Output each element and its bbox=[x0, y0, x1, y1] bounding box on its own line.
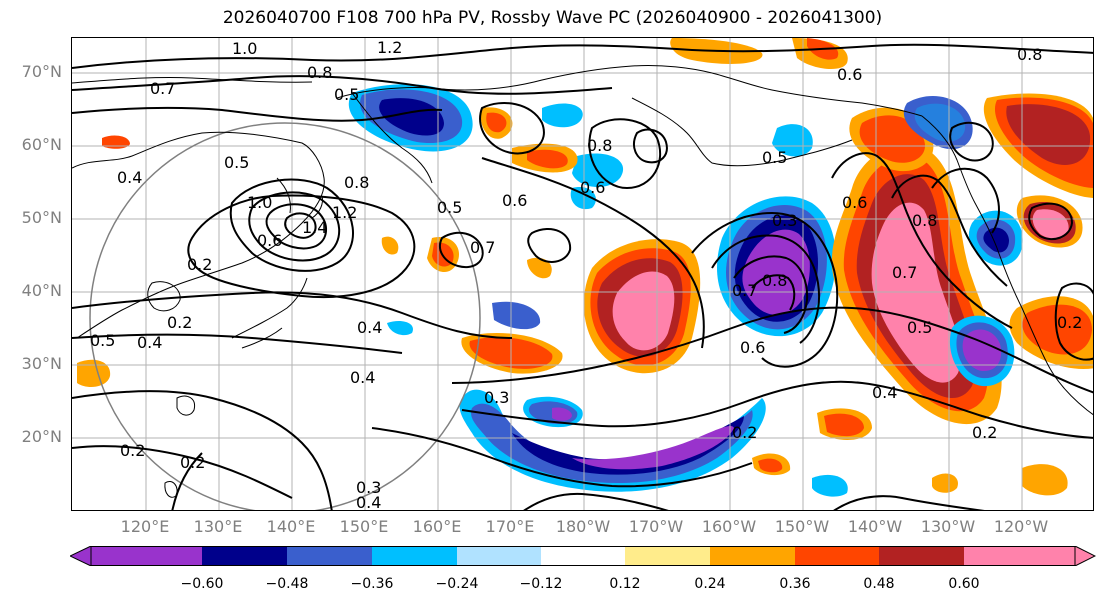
contour-label: 0.8 bbox=[1017, 45, 1042, 64]
lat-label-60n: 60°N bbox=[21, 135, 62, 154]
colorbar-swatch bbox=[879, 546, 964, 566]
contour-label: 0.4 bbox=[357, 318, 382, 337]
colorbar-swatch bbox=[625, 546, 710, 566]
lon-label-130e: 130°E bbox=[193, 517, 243, 536]
contour-label: 0.6 bbox=[837, 65, 862, 84]
colorbar-tick: 0.48 bbox=[863, 576, 895, 592]
contour-label: 0.2 bbox=[972, 423, 997, 442]
lon-label-130w: 130°W bbox=[920, 517, 976, 536]
lat-label-30n: 30°N bbox=[21, 354, 62, 373]
contour-label: 0.8 bbox=[587, 136, 612, 155]
contour-label: 0.6 bbox=[257, 231, 282, 250]
colorbar-tick: 0.60 bbox=[948, 576, 980, 592]
contour-label: 0.3 bbox=[356, 478, 381, 497]
colorbar-swatch bbox=[91, 546, 202, 566]
contour-label: 0.5 bbox=[762, 148, 787, 167]
map-panel[interactable]: 1.0 1.2 0.8 0.7 0.5 0.4 0.5 0.8 0.2 1.0 … bbox=[71, 37, 1094, 511]
colorbar-swatch bbox=[202, 546, 287, 566]
contour-label: 0.8 bbox=[344, 173, 369, 192]
colorbar-tick: 0.12 bbox=[609, 576, 641, 592]
contour-label: 0.5 bbox=[437, 198, 462, 217]
range-ring bbox=[89, 122, 481, 510]
lon-label-140e: 140°E bbox=[266, 517, 316, 536]
contour-label: 1.2 bbox=[332, 203, 357, 222]
map-canvas: 1.0 1.2 0.8 0.7 0.5 0.4 0.5 0.8 0.2 1.0 … bbox=[72, 38, 1093, 511]
contour-label: 0.5 bbox=[907, 318, 932, 337]
lon-label-160w: 160°W bbox=[701, 517, 757, 536]
contour-label: 0.4 bbox=[117, 168, 142, 187]
contour-label: 0.5 bbox=[90, 331, 115, 350]
pv-contours bbox=[72, 43, 1093, 510]
lon-label-120w: 120°W bbox=[993, 517, 1049, 536]
contour-label: 0.5 bbox=[334, 85, 359, 104]
contour-label: 0.6 bbox=[502, 191, 527, 210]
colorbar bbox=[68, 545, 1097, 567]
contour-label: 0.8 bbox=[762, 271, 787, 290]
contour-label: 0.3 bbox=[484, 388, 509, 407]
lat-label-50n: 50°N bbox=[21, 208, 62, 227]
lon-label-150e: 150°E bbox=[339, 517, 389, 536]
lat-label-40n: 40°N bbox=[21, 281, 62, 300]
lon-label-140w: 140°W bbox=[847, 517, 903, 536]
contour-label: 0.4 bbox=[356, 493, 381, 511]
colorbar-swatch bbox=[287, 546, 372, 566]
colorbar-tick: −0.48 bbox=[265, 576, 309, 592]
colorbar-swatch bbox=[710, 546, 795, 566]
contour-label: 1.0 bbox=[232, 39, 257, 58]
contour-label: 0.7 bbox=[892, 263, 917, 282]
contour-label: 0.3 bbox=[772, 211, 797, 230]
colorbar-tick: 0.24 bbox=[694, 576, 726, 592]
colorbar-swatch bbox=[964, 546, 1075, 566]
contour-label: 1.2 bbox=[377, 38, 402, 57]
contour-label: 0.2 bbox=[120, 441, 145, 460]
contour-label: 0.6 bbox=[740, 338, 765, 357]
contour-label: 0.2 bbox=[167, 313, 192, 332]
contour-label: 0.4 bbox=[137, 333, 162, 352]
colorbar-swatch bbox=[795, 546, 879, 566]
lon-label-120e: 120°E bbox=[120, 517, 170, 536]
contour-labels: 1.0 1.2 0.8 0.7 0.5 0.4 0.5 0.8 0.2 1.0 … bbox=[90, 38, 1082, 511]
colorbar-swatch bbox=[372, 546, 457, 566]
lon-label-170e: 170°E bbox=[485, 517, 535, 536]
contour-label: 0.5 bbox=[224, 153, 249, 172]
colorbar-extend-low bbox=[68, 545, 92, 567]
contour-label: 0.4 bbox=[872, 383, 897, 402]
lat-label-70n: 70°N bbox=[21, 62, 62, 81]
colorbar-tick: −0.60 bbox=[180, 576, 224, 592]
colorbar-extend-high bbox=[1074, 545, 1097, 567]
lat-label-20n: 20°N bbox=[21, 427, 62, 446]
contour-label: 0.8 bbox=[307, 63, 332, 82]
colorbar-tick: −0.24 bbox=[435, 576, 479, 592]
map-title: 2026040700 F108 700 hPa PV, Rossby Wave … bbox=[222, 8, 883, 28]
contour-label: 0.6 bbox=[580, 178, 605, 197]
contour-label: 0.2 bbox=[732, 423, 757, 442]
lon-label-160e: 160°E bbox=[412, 517, 462, 536]
graticule bbox=[72, 38, 1093, 510]
coastlines bbox=[72, 65, 1093, 498]
contour-label: 0.8 bbox=[912, 211, 937, 230]
contour-label: 0.2 bbox=[180, 453, 205, 472]
colorbar-swatch bbox=[541, 546, 625, 566]
contour-label: 0.2 bbox=[187, 255, 212, 274]
contour-label: 0.7 bbox=[470, 238, 495, 257]
contour-label: 0.6 bbox=[842, 193, 867, 212]
colorbar-swatch bbox=[457, 546, 541, 566]
contour-label: 1.0 bbox=[247, 193, 272, 212]
contour-label: 0.2 bbox=[1057, 313, 1082, 332]
contour-label: 0.7 bbox=[732, 281, 757, 300]
colorbar-tick: −0.12 bbox=[519, 576, 563, 592]
lon-label-180w: 180°W bbox=[555, 517, 611, 536]
colorbar-tick: 0.36 bbox=[779, 576, 811, 592]
lon-label-150w: 150°W bbox=[774, 517, 830, 536]
contour-label: 0.4 bbox=[350, 368, 375, 387]
lon-label-170w: 170°W bbox=[628, 517, 684, 536]
contour-label: 1.4 bbox=[302, 218, 327, 237]
colorbar-tick: −0.36 bbox=[350, 576, 394, 592]
contour-label: 0.7 bbox=[150, 79, 175, 98]
